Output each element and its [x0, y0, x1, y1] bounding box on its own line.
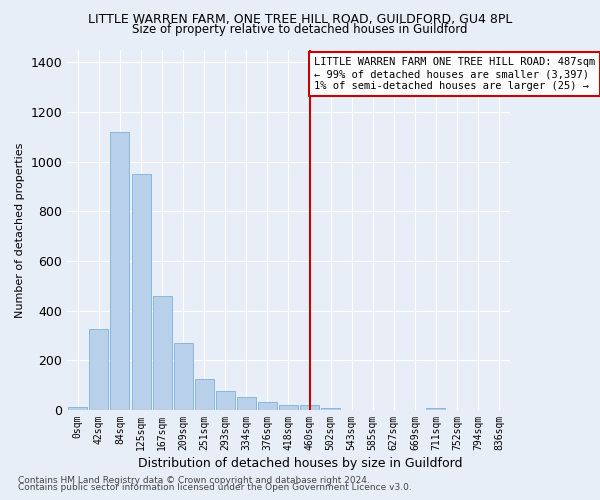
Text: Size of property relative to detached houses in Guildford: Size of property relative to detached ho…	[132, 22, 468, 36]
Text: Contains HM Land Registry data © Crown copyright and database right 2024.: Contains HM Land Registry data © Crown c…	[18, 476, 370, 485]
Y-axis label: Number of detached properties: Number of detached properties	[15, 142, 25, 318]
Bar	[258, 402, 277, 410]
Text: LITTLE WARREN FARM, ONE TREE HILL ROAD, GUILDFORD, GU4 8PL: LITTLE WARREN FARM, ONE TREE HILL ROAD, …	[88, 12, 512, 26]
Bar	[173, 343, 193, 410]
Bar	[216, 390, 235, 410]
Text: Contains public sector information licensed under the Open Government Licence v3: Contains public sector information licen…	[18, 484, 412, 492]
Bar	[89, 329, 109, 410]
Bar	[300, 405, 319, 410]
Bar	[427, 408, 445, 410]
Bar	[68, 408, 88, 410]
Bar	[279, 405, 298, 410]
Text: Distribution of detached houses by size in Guildford: Distribution of detached houses by size …	[138, 458, 462, 470]
Bar	[195, 379, 214, 410]
Bar	[131, 174, 151, 410]
Bar	[110, 132, 130, 410]
Bar	[152, 296, 172, 410]
Bar	[321, 408, 340, 410]
Bar	[237, 398, 256, 410]
Text: LITTLE WARREN FARM ONE TREE HILL ROAD: 487sqm
← 99% of detached houses are small: LITTLE WARREN FARM ONE TREE HILL ROAD: 4…	[314, 58, 595, 90]
